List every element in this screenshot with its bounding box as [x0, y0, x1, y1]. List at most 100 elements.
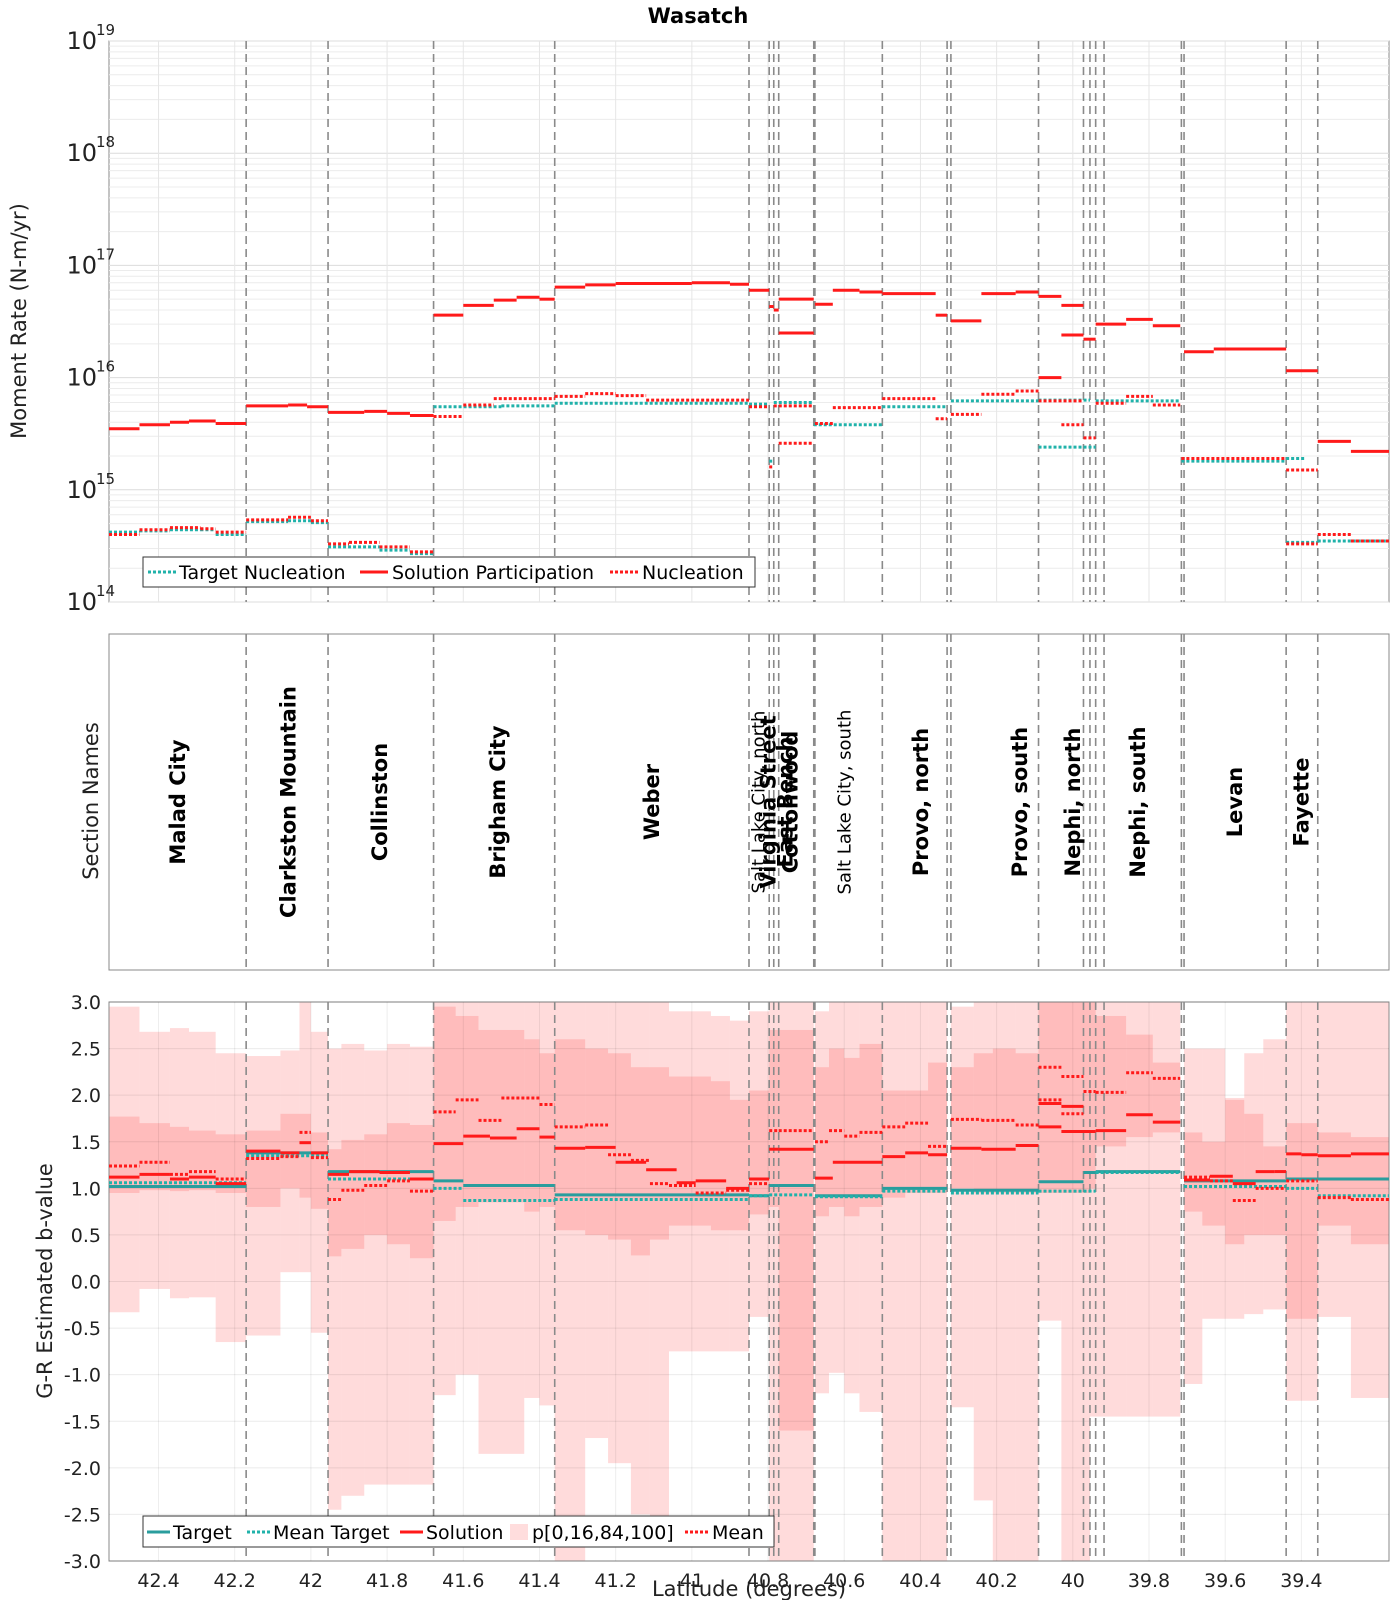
b-value-ytick-label: 2.5	[71, 1039, 101, 1061]
b-value-band-p0-p100	[387, 1043, 410, 1485]
b-value-band-p0-p100	[478, 1002, 525, 1454]
x-tick-label: 39.8	[1128, 1570, 1170, 1592]
x-tick-label: 41	[680, 1570, 704, 1592]
b-value-band-p0-p100	[769, 1002, 774, 1561]
b-value-band-p16-p84	[882, 1090, 906, 1198]
b-value-band-p0-p100	[1089, 1002, 1096, 1417]
b-value-ytick-label: 0.5	[71, 1225, 101, 1247]
b-value-band-p16-p84	[280, 1113, 300, 1189]
section-name-label: Salt Lake City, north	[748, 711, 769, 894]
b-value-band-p16-p84	[1126, 1034, 1153, 1138]
b-value-band-p16-p84	[778, 1029, 814, 1431]
section-name-label: Levan	[1223, 767, 1247, 837]
b-value-band-p0-p100	[1095, 1002, 1127, 1417]
b-value-band-p16-p84	[950, 1067, 974, 1189]
b-value-band-p16-p84	[585, 1048, 609, 1235]
x-tick-label: 40.4	[899, 1570, 941, 1592]
b-value-band-p16-p84	[1202, 1141, 1226, 1226]
section-name-label: Nephi, south	[1126, 726, 1150, 877]
moment-rate-ytick-exponent: 16	[96, 358, 115, 376]
b-value-band-p0-p100	[585, 1002, 609, 1439]
b-value-band-p0-p100	[1083, 1002, 1090, 1561]
moment-rate-ytick-exponent: 17	[96, 245, 115, 263]
b-value-band-p0-p100	[433, 1002, 456, 1396]
b-value-band-p0-p100	[1015, 1002, 1039, 1561]
section-name-label: Brigham City	[486, 725, 510, 879]
b-value-band-p16-p84	[328, 1149, 342, 1257]
b-value-band-p0-p100	[1126, 1002, 1153, 1417]
section-name-label: Collinston	[368, 743, 392, 861]
b-value-band-p0-p100	[773, 1002, 779, 1561]
b-value-band-p0-p100	[280, 1050, 300, 1273]
x-tick-label: 41.4	[518, 1570, 560, 1592]
section-names-ylabel: Section Names	[79, 722, 103, 880]
moment-rate-ytick-exponent: 18	[96, 133, 115, 151]
b-value-band-p0-p100	[778, 1002, 814, 1561]
b-value-ytick-label: 0.0	[71, 1272, 101, 1294]
b-value-band-p0-p100	[1225, 1097, 1245, 1319]
b-value-band-p0-p100	[139, 1031, 170, 1289]
x-tick-label: 42.4	[137, 1570, 179, 1592]
section-name-label: Provo, north	[909, 728, 933, 876]
b-value-band-p0-p100	[859, 1002, 883, 1412]
b-value-band-p16-p84	[773, 1029, 779, 1207]
b-value-band-p16-p84	[1184, 1132, 1203, 1212]
b-value-band-p16-p84	[608, 1053, 631, 1240]
b-value-band-p0-p100	[524, 1002, 540, 1398]
b-value-band-p0-p100	[928, 1002, 948, 1561]
b-value-band-p16-p84	[539, 1053, 555, 1207]
b-value-band-p16-p84	[189, 1130, 216, 1191]
b-value-band-p0-p100	[246, 1056, 281, 1336]
b-value-band-p16-p84	[1083, 1002, 1090, 1193]
x-tick-label: 40.8	[747, 1570, 789, 1592]
b-value-band-p16-p84	[139, 1123, 170, 1191]
legend-swatch-percentiles	[510, 1524, 528, 1540]
b-value-band-p0-p100	[1152, 1002, 1181, 1417]
x-tick-label: 41.8	[366, 1570, 408, 1592]
b-value-band-p16-p84	[829, 1048, 845, 1207]
moment-rate-ytick-base: 10	[66, 476, 97, 504]
b-value-band-p16-p84	[1015, 1053, 1039, 1193]
b-value-band-p16-p84	[310, 1132, 329, 1209]
section-name-label: Salt Lake City, south	[835, 710, 856, 895]
b-value-band-p0-p100	[328, 1048, 342, 1510]
b-value-band-p0-p100	[364, 1050, 388, 1485]
b-value-band-p16-p84	[1061, 1002, 1084, 1193]
moment-rate-ytick-base: 10	[66, 588, 97, 616]
section-name-label: Malad City	[166, 739, 190, 864]
b-value-band-p16-p84	[669, 1076, 711, 1226]
b-value-band-p0-p100	[729, 1020, 749, 1352]
b-value-band-p16-p84	[433, 1006, 456, 1221]
b-value-band-p0-p100	[814, 1011, 829, 1394]
legend-label-target-nucleation: Target Nucleation	[178, 562, 346, 584]
b-value-band-p16-p84	[1089, 1002, 1096, 1189]
b-value-band-p16-p84	[1225, 1099, 1245, 1245]
b-value-band-p0-p100	[905, 1002, 929, 1561]
legend-label-target: Target	[172, 1522, 232, 1544]
moment-rate-ytick-base: 10	[66, 251, 97, 279]
b-value-band-p16-p84	[1263, 1146, 1287, 1235]
b-value-band-p16-p84	[729, 1099, 749, 1231]
b-value-band-p16-p84	[455, 1015, 479, 1207]
moment-rate-ytick-exponent: 19	[96, 21, 115, 39]
moment-rate-ytick-base: 10	[66, 139, 97, 167]
b-value-band-p16-p84	[169, 1126, 189, 1192]
moment-rate-ytick-exponent: 14	[96, 582, 115, 600]
b-value-ytick-label: 1.5	[71, 1132, 101, 1154]
x-tick-label: 39.4	[1280, 1570, 1322, 1592]
section-name-label: Fayette	[1290, 758, 1314, 847]
b-value-ytick-label: -2.0	[64, 1458, 101, 1480]
b-value-band-p0-p100	[882, 1002, 906, 1561]
x-tick-label: 40.2	[975, 1570, 1017, 1592]
b-value-band-p0-p100	[109, 1006, 140, 1313]
b-value-band-p16-p84	[387, 1123, 410, 1245]
b-value-band-p0-p100	[1038, 1002, 1062, 1321]
moment-rate-ytick-base: 10	[66, 364, 97, 392]
section-names-panel: Malad City Clarkston Mountain Collinston Br…	[79, 633, 1390, 971]
x-axis-label: Latitude (degrees)	[652, 1577, 846, 1600]
b-value-band-p16-p84	[769, 1029, 774, 1207]
b-value-band-p16-p84	[710, 1081, 730, 1231]
section-name-label: Cottonwood	[778, 731, 802, 874]
moment-rate-legend: Target Nucleation Solution Participation…	[142, 556, 756, 588]
